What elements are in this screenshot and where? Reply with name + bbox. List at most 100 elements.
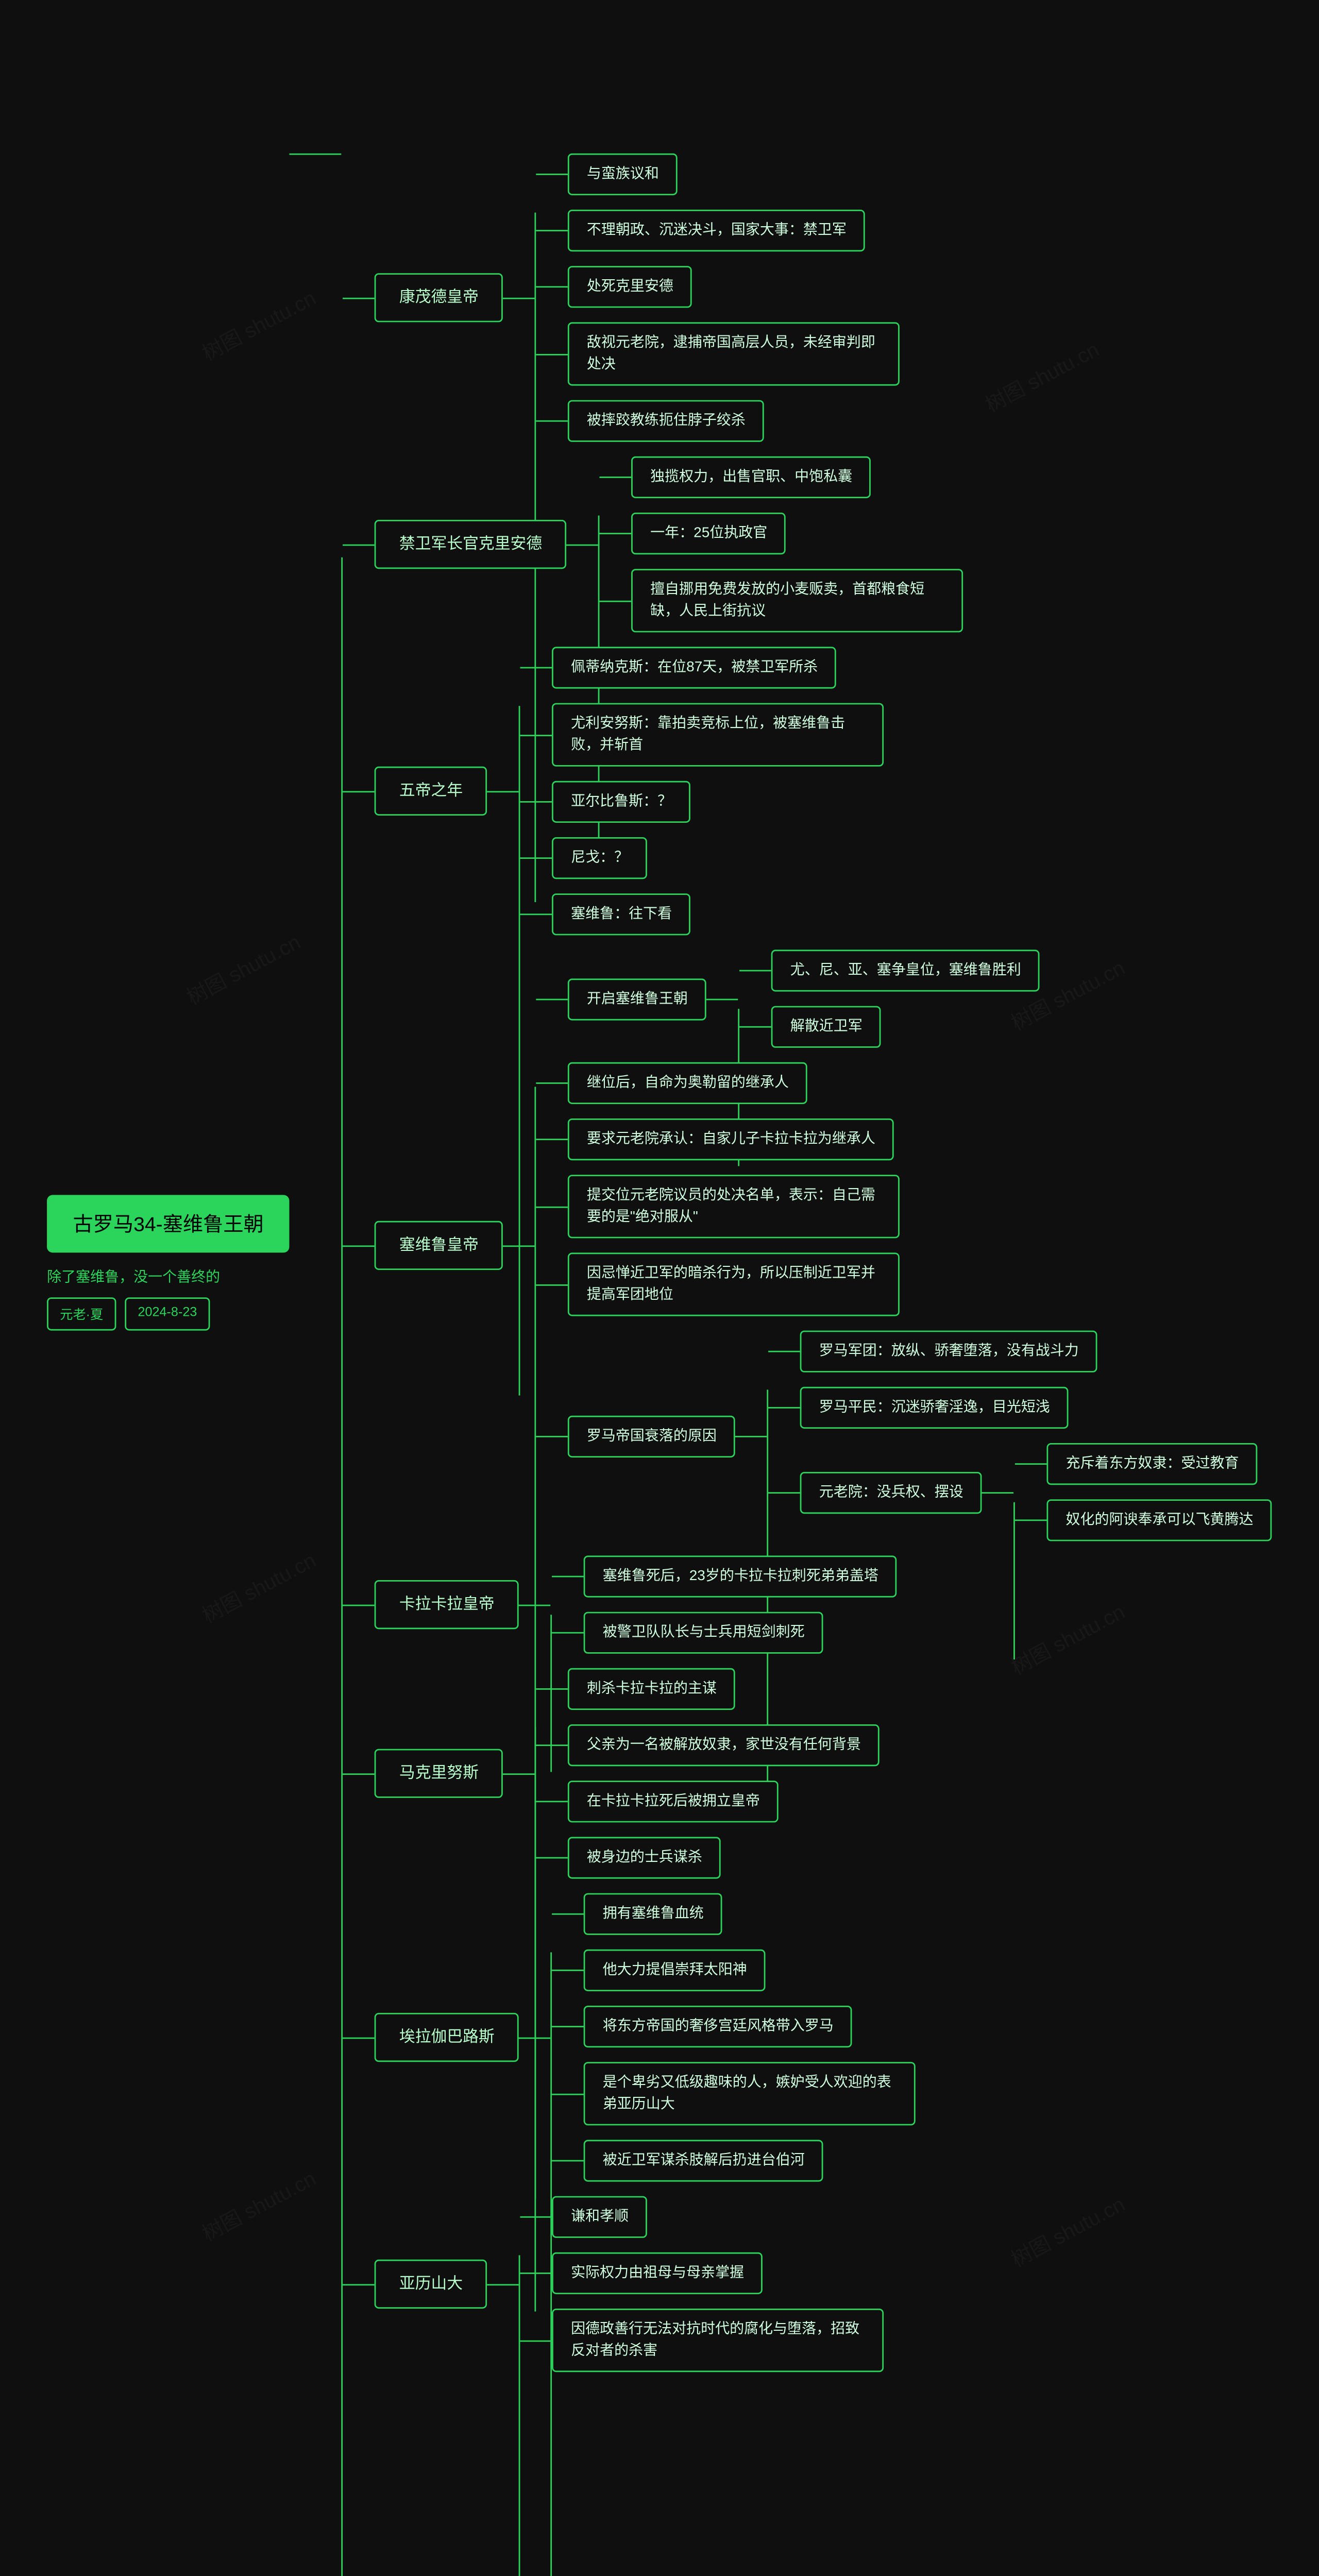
leaf-node[interactable]: 不理朝政、沉迷决斗，国家大事：禁卫军 xyxy=(568,210,866,251)
connector xyxy=(520,2216,552,2217)
leaf-node[interactable]: 尼戈：？ xyxy=(552,837,648,879)
leaf-node[interactable]: 奴化的阿谀奉承可以飞黄腾达 xyxy=(1047,1499,1272,1541)
leaf-node[interactable]: 父亲为一名被解放奴隶，家世没有任何背景 xyxy=(568,1724,880,1766)
connector xyxy=(536,1139,568,1140)
connector xyxy=(487,790,519,792)
connector xyxy=(536,1435,568,1436)
connector xyxy=(536,1688,568,1690)
leaf-node[interactable]: 提交位元老院议员的处决名单，表示：自己需要的是"绝对服从" xyxy=(568,1175,900,1238)
child-list: 独揽权力，出售官职、中饱私囊一年：25位执政官擅自挪用免费发放的小麦贩卖，首都粮… xyxy=(600,456,963,632)
leaf-node[interactable]: 尤、尼、亚、塞争皇位，塞维鲁胜利 xyxy=(771,950,1040,991)
connector xyxy=(536,230,568,231)
leaf-node[interactable]: 实际权力由祖母与母亲掌握 xyxy=(552,2252,763,2294)
leaf-node[interactable]: 罗马平民：沉迷骄奢淫逸，目光短浅 xyxy=(800,1386,1069,1428)
branch-node[interactable]: 马克里努斯 xyxy=(375,1748,503,1798)
connector xyxy=(1016,1463,1047,1465)
leaf-node[interactable]: 佩蒂纳克斯：在位87天，被禁卫军所杀 xyxy=(552,647,837,688)
leaf-node[interactable]: 拥有塞维鲁血统 xyxy=(584,1893,722,1935)
branch-node[interactable]: 康茂德皇帝 xyxy=(375,273,503,323)
connector xyxy=(536,1206,568,1207)
connector xyxy=(343,790,375,792)
branch-row: 要求元老院承认：自家儿子卡拉卡拉为继承人 xyxy=(536,1118,1272,1160)
connector xyxy=(600,600,632,601)
branch-row: 与蛮族议和 xyxy=(536,153,900,195)
branch-row: 因德政善行无法对抗时代的腐化与堕落，招致反对者的杀害 xyxy=(520,2309,884,2372)
connector xyxy=(519,2037,551,2038)
leaf-node[interactable]: 独揽权力，出售官职、中饱私囊 xyxy=(632,456,871,498)
child-list: 康茂德皇帝 与蛮族议和不理朝政、沉迷决斗，国家大事：禁卫军处死克里安德敌视元老院，… xyxy=(343,153,1272,2371)
connector xyxy=(769,1350,801,1352)
branch-row: 被警卫队队长与士兵用短剑刺死 xyxy=(552,1612,898,1653)
connector xyxy=(536,1283,568,1285)
leaf-node[interactable]: 谦和孝顺 xyxy=(552,2196,648,2238)
connector xyxy=(343,544,375,545)
leaf-node[interactable]: 因德政善行无法对抗时代的腐化与堕落，招致反对者的杀害 xyxy=(552,2309,884,2372)
leaf-node[interactable]: 是个卑劣又低级趣味的人，嫉妒受人欢迎的表弟亚历山大 xyxy=(584,2062,916,2125)
leaf-node[interactable]: 塞维鲁：往下看 xyxy=(552,893,691,935)
connector xyxy=(536,353,568,354)
leaf-node[interactable]: 罗马军团：放纵、骄奢堕落，没有战斗力 xyxy=(800,1330,1097,1372)
leaf-node[interactable]: 将东方帝国的奢侈宫廷风格带入罗马 xyxy=(584,2006,852,2047)
leaf-node[interactable]: 要求元老院承认：自家儿子卡拉卡拉为继承人 xyxy=(568,1118,894,1160)
branch-row: 谦和孝顺 xyxy=(520,2196,884,2238)
leaf-node[interactable]: 元老院：没兵权、摆设 xyxy=(800,1471,982,1513)
connector xyxy=(982,1491,1014,1493)
branch-row: 他大力提倡崇拜太阳神 xyxy=(552,1949,916,1991)
leaf-node[interactable]: 罗马帝国衰落的原因 xyxy=(568,1415,736,1456)
date-box: 2024-8-23 xyxy=(125,1297,210,1330)
leaf-node[interactable]: 被身边的士兵谋杀 xyxy=(568,1837,721,1878)
leaf-node[interactable]: 敌视元老院，逮捕帝国高层人员，未经审判即处决 xyxy=(568,322,900,385)
branch-node[interactable]: 塞维鲁皇帝 xyxy=(375,1221,503,1270)
branch-row: 马克里努斯 刺杀卡拉卡拉的主谋父亲为一名被解放奴隶，家世没有任何背景在卡拉卡拉死后… xyxy=(343,1668,1272,1878)
connector xyxy=(769,1491,801,1493)
leaf-node[interactable]: 开启塞维鲁王朝 xyxy=(568,978,707,1020)
leaf-node[interactable]: 在卡拉卡拉死后被拥立皇帝 xyxy=(568,1781,779,1822)
branch-row: 罗马平民：沉迷骄奢淫逸，目光短浅 xyxy=(769,1386,1272,1428)
connector xyxy=(520,2340,552,2341)
leaf-node[interactable]: 继位后，自命为奥勒留的继承人 xyxy=(568,1062,808,1104)
leaf-node[interactable]: 处死克里安德 xyxy=(568,266,692,308)
branch-row: 塞维鲁：往下看 xyxy=(520,893,884,935)
leaf-node[interactable]: 充斥着东方奴隶：受过教育 xyxy=(1047,1443,1258,1485)
leaf-node[interactable]: 被警卫队队长与士兵用短剑刺死 xyxy=(584,1612,823,1653)
leaf-node[interactable]: 被近卫军谋杀肢解后扔进台伯河 xyxy=(584,2140,823,2181)
leaf-node[interactable]: 刺杀卡拉卡拉的主谋 xyxy=(568,1668,736,1709)
branch-node[interactable]: 禁卫军长官克里安德 xyxy=(375,519,566,569)
connector xyxy=(552,1970,584,1971)
connector xyxy=(552,2093,584,2094)
leaf-node[interactable]: 亚尔比鲁斯：？ xyxy=(552,781,691,822)
connector xyxy=(343,1772,375,1774)
branch-row: 在卡拉卡拉死后被拥立皇帝 xyxy=(536,1781,880,1822)
connector xyxy=(706,998,738,999)
branch-row: 五帝之年佩蒂纳克斯：在位87天，被禁卫军所杀尤利安努斯：靠拍卖竞标上位，被塞维鲁… xyxy=(343,647,1272,935)
connector xyxy=(536,1744,568,1746)
branch-row: 罗马军团：放纵、骄奢堕落，没有战斗力 xyxy=(769,1330,1272,1372)
branch-row: 尤、尼、亚、塞争皇位，塞维鲁胜利 xyxy=(740,950,1040,991)
connector xyxy=(740,970,772,971)
branch-row: 塞维鲁皇帝 开启塞维鲁王朝 尤、尼、亚、塞争皇位，塞维鲁胜利解散近卫军继位后，自命为… xyxy=(343,950,1272,1541)
connector xyxy=(536,998,568,999)
leaf-node[interactable]: 擅自挪用免费发放的小麦贩卖，首都粮食短缺，人民上街抗议 xyxy=(632,569,963,632)
branch-node[interactable]: 卡拉卡拉皇帝 xyxy=(375,1580,519,1630)
leaf-node[interactable]: 被摔跤教练扼住脖子绞杀 xyxy=(568,400,765,442)
leaf-node[interactable]: 因忌惮近卫军的暗杀行为，所以压制近卫军并提高军团地位 xyxy=(568,1252,900,1316)
root-node[interactable]: 古罗马34-塞维鲁王朝 xyxy=(47,1195,290,1252)
leaf-node[interactable]: 塞维鲁死后，23岁的卡拉卡拉刺死弟弟盖塔 xyxy=(584,1555,897,1597)
branch-node[interactable]: 五帝之年 xyxy=(375,766,487,816)
branch-node[interactable]: 埃拉伽巴路斯 xyxy=(375,2012,519,2062)
child-list: 佩蒂纳克斯：在位87天，被禁卫军所杀尤利安努斯：靠拍卖竞标上位，被塞维鲁击败，并… xyxy=(520,647,884,935)
connector xyxy=(520,801,552,803)
connector xyxy=(735,1435,767,1436)
leaf-node[interactable]: 一年：25位执政官 xyxy=(632,513,786,554)
branch-node[interactable]: 亚历山大 xyxy=(375,2259,487,2309)
branch-row: 解散近卫军 xyxy=(740,1006,1040,1047)
connector xyxy=(567,544,599,545)
connector xyxy=(600,533,632,534)
branch-row: 将东方帝国的奢侈宫廷风格带入罗马 xyxy=(552,2006,916,2047)
leaf-node[interactable]: 解散近卫军 xyxy=(771,1006,881,1047)
connector xyxy=(519,1604,551,1605)
leaf-node[interactable]: 与蛮族议和 xyxy=(568,153,678,195)
branch-row: 一年：25位执政官 xyxy=(600,513,963,554)
leaf-node[interactable]: 尤利安努斯：靠拍卖竞标上位，被塞维鲁击败，并斩首 xyxy=(552,703,884,766)
leaf-node[interactable]: 他大力提倡崇拜太阳神 xyxy=(584,1949,766,1991)
